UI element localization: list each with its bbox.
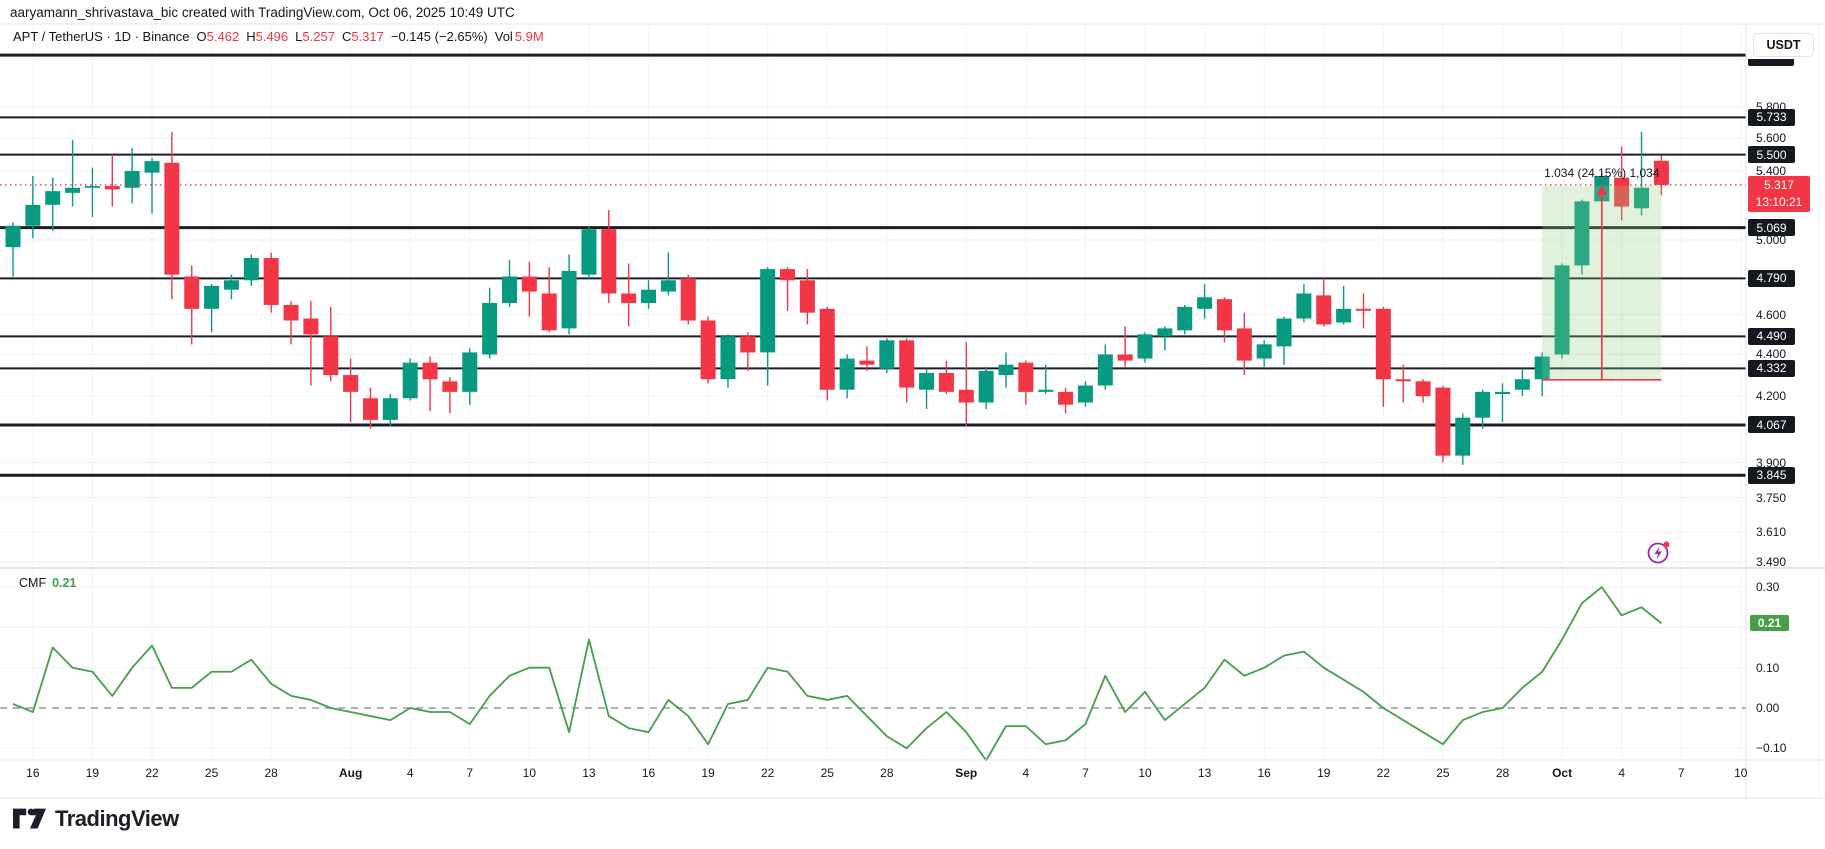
clipped-price-badge xyxy=(1748,59,1794,66)
ohlc-value: 5.462 xyxy=(206,29,240,44)
time-axis-label: 28 xyxy=(264,766,278,780)
current-price-badge: 5.317 13:10:21 xyxy=(1748,175,1810,212)
price-tick-label: 3.610 xyxy=(1756,524,1787,539)
price-tick-label: 4.200 xyxy=(1756,389,1787,404)
time-axis-label: 7 xyxy=(466,766,474,780)
price-tick-label: 5.000 xyxy=(1756,232,1787,247)
time-axis-label: 19 xyxy=(701,766,715,780)
time-axis-label: 22 xyxy=(1376,766,1391,780)
cmf-value-badge: 0.21 xyxy=(1750,615,1789,632)
watermark-text: aaryamann_shrivastava_bic created with T… xyxy=(10,5,515,20)
ohlc-label: H xyxy=(246,29,256,44)
price-tick-label: 5.600 xyxy=(1756,131,1787,146)
price-level-badge: 5.733 xyxy=(1748,108,1795,126)
symbol-title: APT / TetherUS · 1D · Binance xyxy=(13,29,190,44)
price-level-badge: 3.845 xyxy=(1748,466,1795,484)
time-axis-label: 22 xyxy=(760,766,775,780)
indicator-legend: CMF 0.21 xyxy=(19,576,76,590)
ohlc-value: 5.496 xyxy=(255,29,289,44)
tradingview-logo-icon xyxy=(13,808,47,829)
ohlc-label: L xyxy=(295,29,303,44)
time-axis-label: 16 xyxy=(1257,766,1271,780)
lightning-bolt-glyph xyxy=(1654,546,1662,560)
time-axis-label: 10 xyxy=(1734,766,1748,780)
time-axis-label: 4 xyxy=(1022,766,1030,780)
time-axis-label: 10 xyxy=(1138,766,1152,780)
cmf-tick-label: 0.00 xyxy=(1756,701,1780,715)
price-level-badge: 4.332 xyxy=(1748,359,1795,377)
volume-value: 5.9M xyxy=(514,29,544,44)
price-level-badge: 4.067 xyxy=(1748,416,1795,434)
tradingview-logo[interactable]: TradingView xyxy=(13,806,179,832)
time-axis-label: 7 xyxy=(1082,766,1089,780)
time-axis-label: Oct xyxy=(1552,766,1573,780)
time-axis-label: 22 xyxy=(145,766,159,780)
currency-toggle-usdt[interactable]: USDT xyxy=(1753,33,1814,57)
price-tick-label: 4.400 xyxy=(1756,347,1787,362)
ohlc-value: 5.317 xyxy=(351,29,384,44)
time-axis-label: 4 xyxy=(406,766,414,780)
price-tick-label: 3.900 xyxy=(1756,455,1787,470)
cmf-tick-label: −0.10 xyxy=(1756,741,1787,756)
price-level-badge: 4.490 xyxy=(1748,327,1795,345)
price-tick-label: 4.600 xyxy=(1756,307,1787,322)
time-axis-label: 13 xyxy=(582,766,596,780)
price-level-badge: 4.790 xyxy=(1748,269,1795,287)
ohlc-value: 5.257 xyxy=(302,29,335,44)
ohlc-label: C xyxy=(341,29,352,44)
cmf-tick-label: 0.10 xyxy=(1756,660,1780,675)
price-tick-label: 3.750 xyxy=(1756,490,1787,505)
time-axis-label: 25 xyxy=(1436,766,1450,780)
notification-dot xyxy=(1663,541,1670,548)
symbol-legend: APT / TetherUS · 1D · Binance O5.462 H5.49… xyxy=(13,29,544,44)
indicator-name: CMF xyxy=(19,576,47,590)
time-axis-label: 19 xyxy=(1317,766,1331,780)
time-axis-label: Sep xyxy=(955,766,978,780)
time-axis-label: 19 xyxy=(85,766,100,780)
indicator-value: 0.21 xyxy=(52,576,77,590)
price-tick-label: 3.490 xyxy=(1756,554,1787,569)
time-axis-label: 28 xyxy=(1495,766,1510,780)
time-axis-label: 7 xyxy=(1677,766,1685,780)
time-axis-label: 10 xyxy=(522,766,537,780)
cmf-tick-label: 0.30 xyxy=(1756,580,1780,595)
tradingview-logo-text: TradingView xyxy=(55,806,179,831)
measurement-label: 1.034 (24.15%) 1,034 xyxy=(1544,165,1660,180)
time-axis-label: 25 xyxy=(820,766,834,780)
time-axis-label: 25 xyxy=(204,766,219,780)
lightning-quick-trade-icon[interactable] xyxy=(1647,540,1671,564)
time-axis-label: 16 xyxy=(26,766,40,780)
time-axis-label: 16 xyxy=(641,766,656,780)
change-value: −0.145 (−2.65%) xyxy=(390,29,488,44)
price-tick-label: 5.400 xyxy=(1756,164,1787,179)
time-axis-label: 28 xyxy=(880,766,894,780)
price-level-badge: 5.500 xyxy=(1748,146,1795,164)
volume-label: Vol xyxy=(494,29,513,44)
price-level-badge: 5.069 xyxy=(1748,219,1795,237)
time-axis-label: 4 xyxy=(1618,766,1625,780)
time-axis-label: Aug xyxy=(338,766,363,780)
time-axis-label: 13 xyxy=(1197,766,1212,780)
ohlc-label: O xyxy=(196,29,207,44)
